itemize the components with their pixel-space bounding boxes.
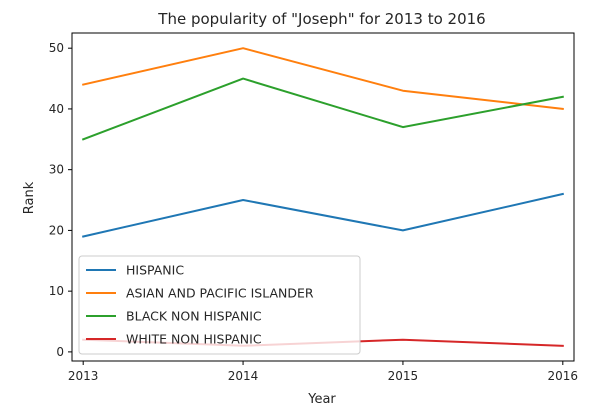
- x-axis-label: Year: [307, 392, 336, 407]
- legend-label-3: WHITE NON HISPANIC: [126, 332, 262, 347]
- y-axis-label: Rank: [22, 181, 37, 214]
- y-tick-label-5: 50: [49, 41, 64, 55]
- plot-frame: [71, 32, 575, 362]
- series-line-1: [82, 47, 564, 111]
- legend: HISPANIC ASIAN AND PACIFIC ISLANDER BLACK …: [78, 255, 361, 355]
- series-line-2: [81, 77, 564, 141]
- x-tick-label-0: 2013: [68, 369, 99, 383]
- legend-label-1: ASIAN AND PACIFIC ISLANDER: [126, 286, 314, 301]
- series-line-0: [82, 192, 564, 238]
- y-axis: 0 10 20 30 40 50: [49, 41, 72, 359]
- x-tick-label-2: 2015: [388, 369, 419, 383]
- legend-label-0: HISPANIC: [126, 263, 184, 278]
- y-tick-label-1: 10: [49, 284, 64, 298]
- x-tick-label-3: 2016: [548, 369, 579, 383]
- y-tick-label-0: 0: [56, 345, 64, 359]
- y-tick-label-2: 20: [49, 223, 64, 237]
- y-tick-label-4: 40: [49, 102, 64, 116]
- chart-title: The popularity of "Joseph" for 2013 to 2…: [157, 10, 485, 28]
- x-axis: 2013 2014 2015 2016: [68, 361, 578, 383]
- legend-label-2: BLACK NON HISPANIC: [126, 309, 262, 324]
- y-tick-label-3: 30: [49, 163, 64, 177]
- x-tick-label-1: 2014: [228, 369, 259, 383]
- legend-box: [78, 255, 361, 355]
